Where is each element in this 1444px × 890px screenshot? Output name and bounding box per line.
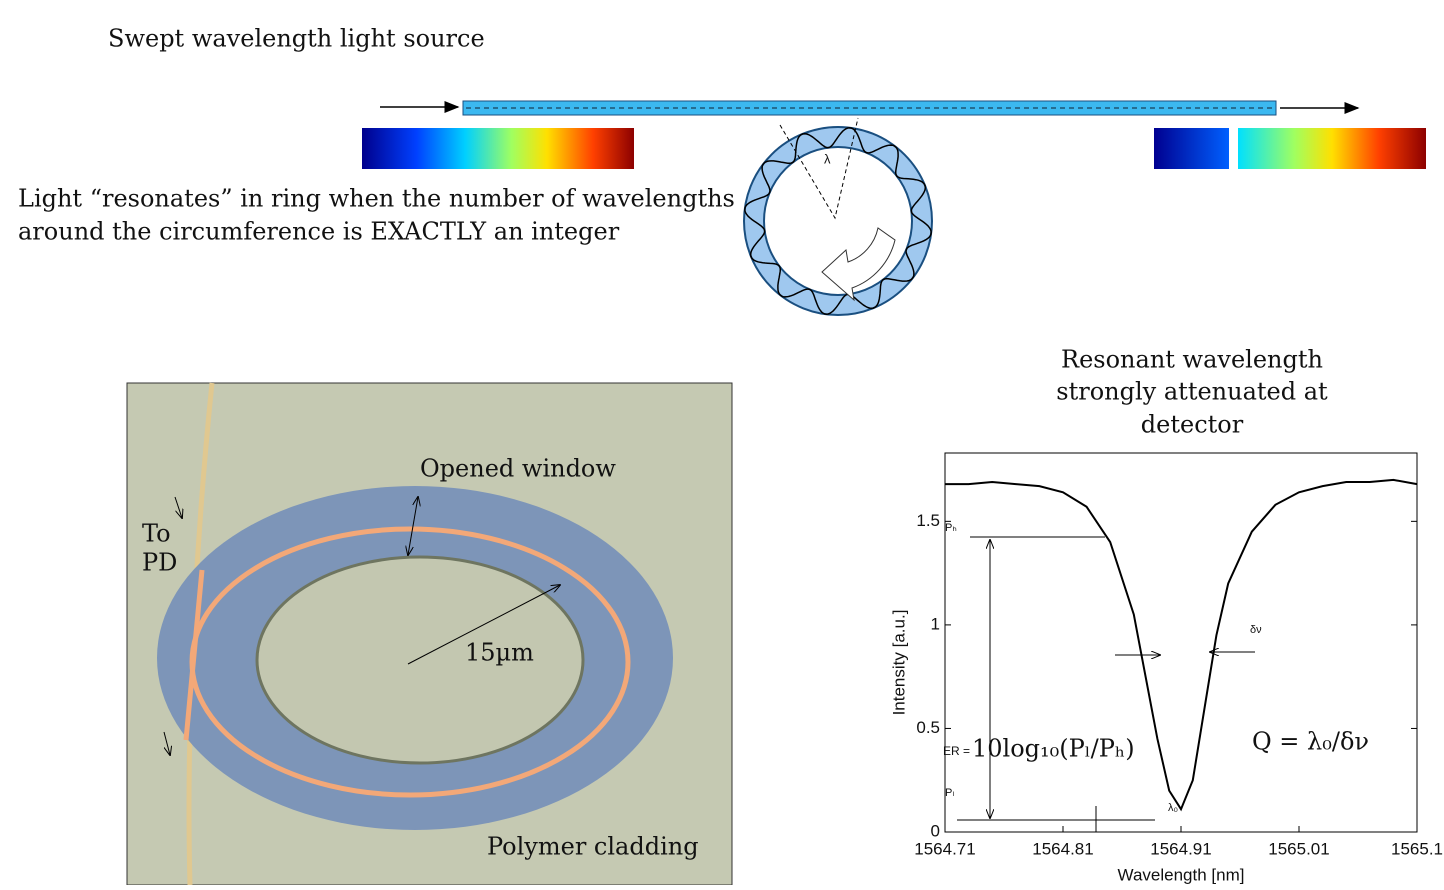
photo-label: 15µm	[465, 639, 534, 667]
annotation: δν	[1250, 624, 1262, 636]
annotation: Q = λ₀/δν	[1252, 728, 1369, 756]
annotation: 10log₁₀(Pₗ/Pₕ)	[972, 735, 1135, 763]
annotation: Pₕ	[945, 522, 957, 534]
ring-label: λ	[824, 151, 831, 166]
chart: 1564.71 1564.81 1564.91 1565.01 1565.1 0 0.5 1 1…	[889, 453, 1443, 884]
annotation: Pₗ	[945, 787, 954, 799]
annotation: ER =	[943, 744, 970, 758]
spectrum-out	[1238, 128, 1426, 169]
x-tick-label: 1564.81	[1032, 839, 1093, 858]
x-tick-label: 1565.1	[1391, 839, 1443, 858]
y-tick-label: 0.5	[916, 718, 940, 737]
plot-frame	[945, 453, 1417, 832]
resonance-text: around the circumference is EXACTLY an i…	[18, 218, 620, 246]
y-tick-label: 1	[931, 614, 940, 633]
x-tick-label: 1565.01	[1268, 839, 1329, 858]
inner-area	[257, 557, 583, 763]
page: Swept wavelength light source Light “res…	[0, 0, 1444, 885]
chart-caption: detector	[1141, 411, 1244, 439]
photo-label: PD	[142, 549, 177, 577]
spectrum-in	[362, 128, 634, 169]
photo-label: Polymer cladding	[487, 833, 699, 861]
y-tick-label: 1.5	[916, 511, 940, 530]
x-tick-label: 1564.71	[914, 839, 975, 858]
y-axis-label: Intensity [a.u.]	[889, 610, 908, 716]
resonance-text: Light “resonates” in ring when the numbe…	[18, 185, 735, 213]
annotation: λ₀	[1168, 802, 1178, 814]
spectrum-out	[1154, 128, 1229, 169]
x-tick-label: 1564.91	[1150, 839, 1211, 858]
x-axis-label: Wavelength [nm]	[1118, 865, 1245, 884]
chart-caption: strongly attenuated at	[1056, 378, 1328, 406]
top-label: Swept wavelength light source	[108, 25, 485, 53]
photo: Opened window To PD 15µm Polymer claddin…	[127, 383, 732, 885]
photo-label: To	[142, 520, 171, 548]
y-tick-label: 0	[931, 821, 940, 840]
chart-caption: Resonant wavelength	[1061, 346, 1323, 374]
photo-label: Opened window	[420, 455, 616, 483]
